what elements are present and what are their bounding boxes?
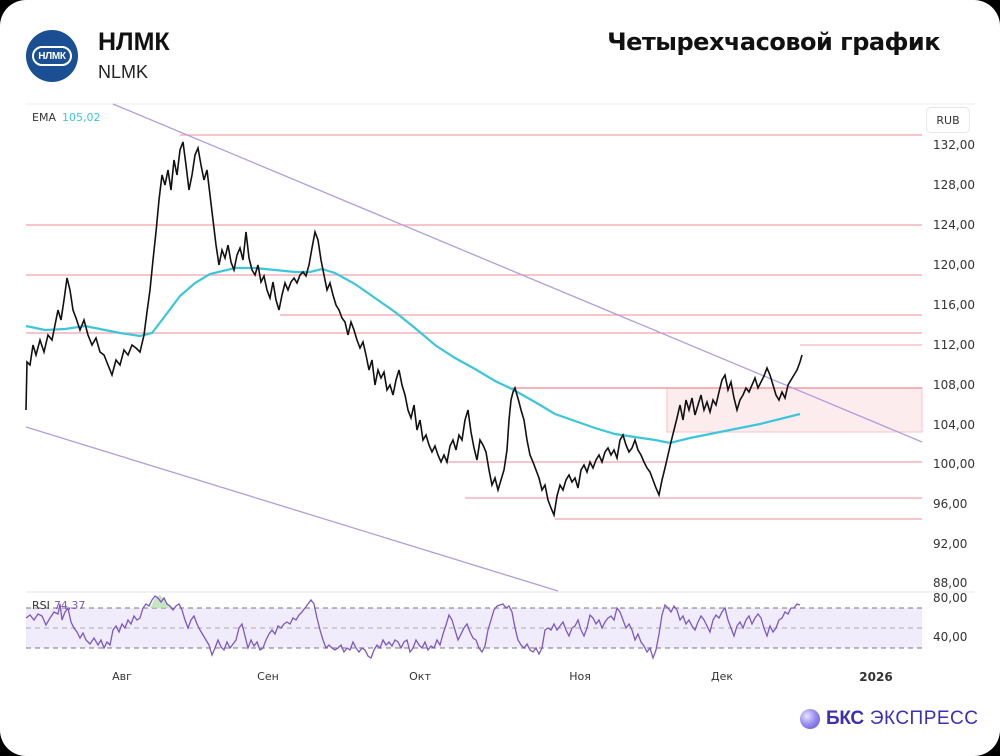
price-tick: 112,00: [933, 338, 975, 352]
price-tick: 92,00: [933, 537, 968, 551]
price-tick: 104,00: [933, 418, 975, 432]
ema-line: [25, 266, 801, 445]
price-tick: 124,00: [933, 218, 975, 232]
logo-text: НЛМК: [32, 46, 72, 66]
brand-rest: ЭКСПРЕСС: [869, 708, 979, 729]
price-series: [25, 141, 803, 518]
rsi-value: 74,37: [53, 599, 86, 612]
time-tick: Авг: [112, 670, 132, 683]
time-tick: Ноя: [569, 670, 591, 683]
price-tick: 120,00: [933, 258, 975, 272]
price-tick: 88,00: [933, 576, 968, 590]
horizontal-levels: [26, 134, 922, 520]
price-tick: 96,00: [933, 497, 968, 511]
trend-channel: [25, 103, 923, 592]
ema-legend: EMA 105,02: [32, 111, 100, 124]
ticker-name: НЛМК: [98, 28, 170, 56]
time-tick: Окт: [409, 670, 431, 683]
rsi-panel: [25, 595, 922, 661]
price-tick: 100,00: [933, 457, 975, 471]
time-tick: Дек: [710, 670, 734, 683]
rsi-legend: RSI 74,37: [32, 599, 85, 612]
price-tick: 132,00: [933, 138, 975, 152]
ema-label: EMA: [32, 111, 56, 124]
price-tick: 128,00: [933, 178, 975, 192]
brand-sphere-icon: [800, 709, 820, 729]
rsi-tick: 40,00: [933, 630, 968, 644]
price-tick: 108,00: [933, 378, 975, 392]
time-tick: Сен: [257, 670, 279, 683]
bks-express-logo: БКС ЭКСПРЕСС: [800, 708, 979, 730]
currency-button[interactable]: RUB: [926, 107, 970, 133]
time-tick-year: 2026: [859, 670, 893, 684]
ticker-subtitle: NLMK: [98, 62, 149, 82]
nlmk-logo: НЛМК: [26, 30, 78, 82]
price-tick: 116,00: [933, 298, 975, 312]
rsi-label: RSI: [32, 599, 50, 612]
brand-bold: БКС: [826, 708, 864, 729]
ema-value: 105,02: [61, 111, 101, 124]
chart-title: Четырехчасовой график: [607, 28, 940, 56]
rsi-tick: 80,00: [933, 591, 968, 605]
